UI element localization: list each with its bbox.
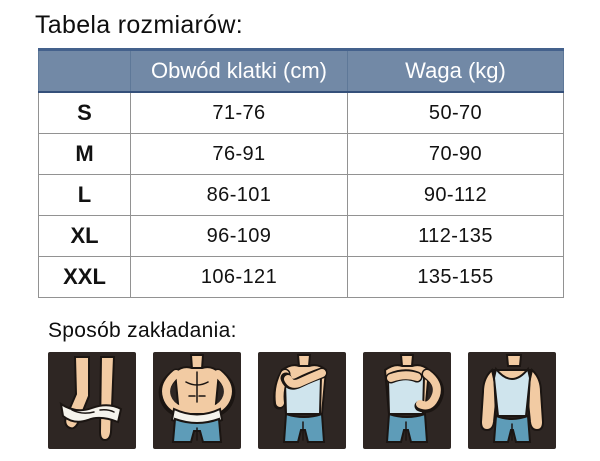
table-row: XL 96-109 112-135 (38, 215, 564, 257)
size-cell: L (38, 174, 131, 216)
donning-step-4-image (363, 352, 451, 449)
step-into-garment-icon (59, 356, 123, 442)
table-row: M 76-91 70-90 (38, 133, 564, 175)
donning-step-1-image (48, 352, 136, 449)
pull-up-to-waist-icon (158, 354, 236, 443)
size-column-header (38, 48, 131, 93)
size-cell: XXL (38, 256, 131, 298)
size-table: Obwód klatki (cm) Waga (kg) S 71-76 50-7… (38, 48, 564, 298)
weight-cell: 112-135 (347, 215, 564, 257)
table-row: XXL 106-121 135-155 (38, 256, 564, 298)
weight-cell: 135-155 (347, 256, 564, 298)
donning-step-3-image (258, 352, 346, 449)
table-row: S 71-76 50-70 (38, 91, 564, 134)
chest-cell: 96-109 (130, 215, 348, 257)
donning-steps-row (48, 352, 600, 449)
table-row: L 86-101 90-112 (38, 174, 564, 216)
size-cell: S (38, 91, 131, 134)
chest-cell: 76-91 (130, 133, 348, 175)
chest-cell: 86-101 (130, 174, 348, 216)
size-cell: M (38, 133, 131, 175)
size-cell: XL (38, 215, 131, 257)
chest-cell: 106-121 (130, 256, 348, 298)
weight-cell: 50-70 (347, 91, 564, 134)
weight-cell: 90-112 (347, 174, 564, 216)
pull-over-shoulder-icon (383, 354, 445, 443)
donning-step-5-image (468, 352, 556, 449)
vest-fully-worn-icon (479, 354, 545, 443)
chest-column-header: Obwód klatki (cm) (130, 48, 348, 93)
arm-through-strap-icon (273, 354, 328, 443)
weight-cell: 70-90 (347, 133, 564, 175)
weight-column-header: Waga (kg) (347, 48, 564, 93)
donning-step-2-image (153, 352, 241, 449)
size-table-header-row: Obwód klatki (cm) Waga (kg) (38, 48, 564, 93)
donning-section-title: Sposób zakładania: (48, 319, 237, 342)
page-title: Tabela rozmiarów: (35, 11, 243, 39)
chest-cell: 71-76 (130, 91, 348, 134)
